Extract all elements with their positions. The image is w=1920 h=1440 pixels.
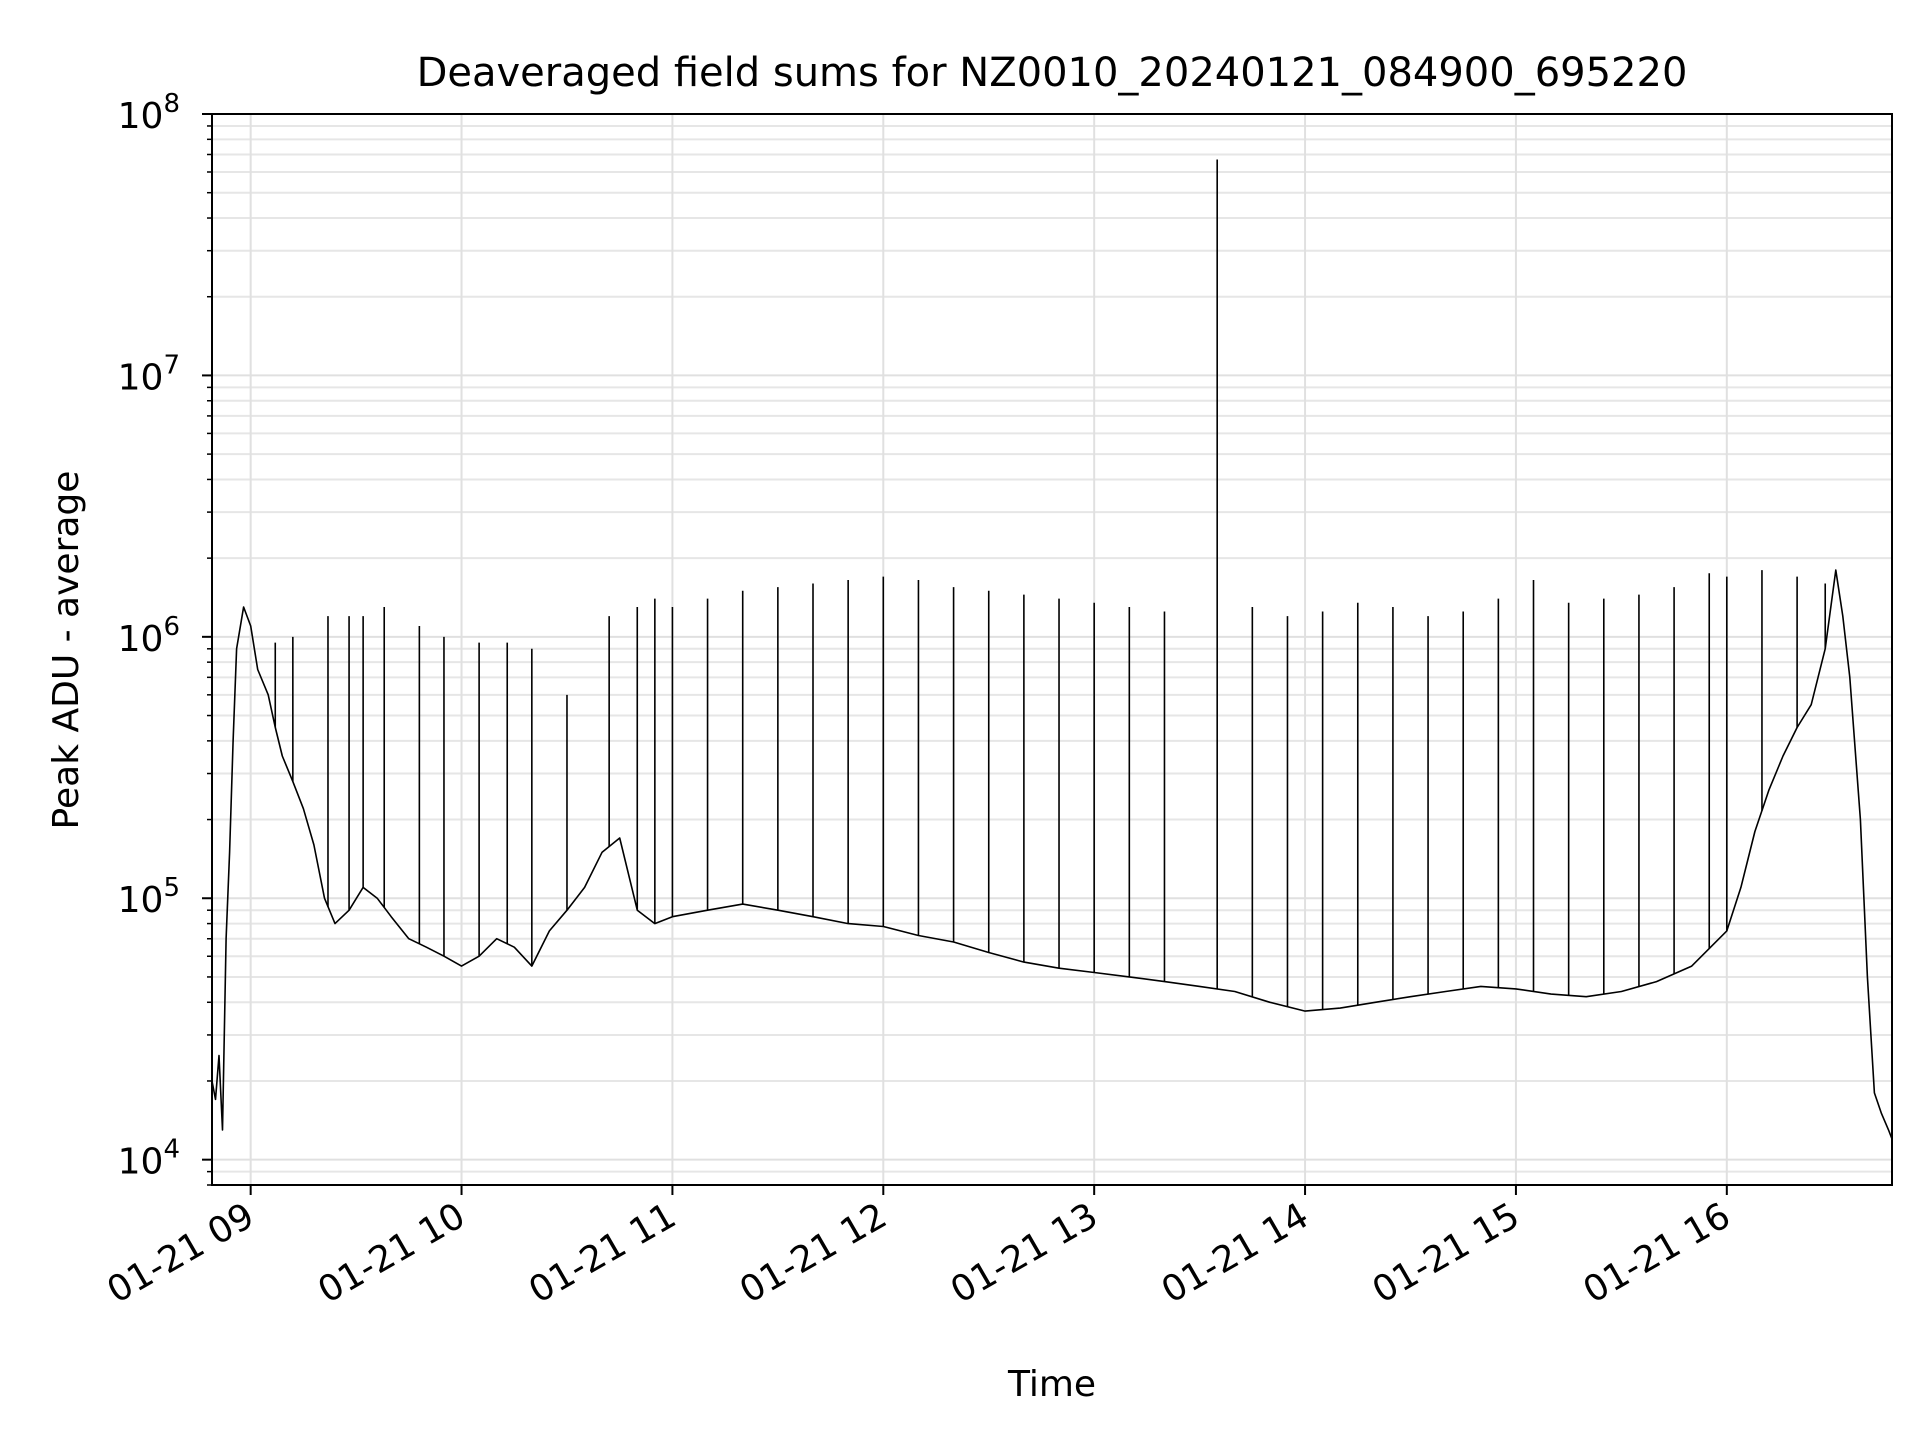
y-tick-label: 104 xyxy=(118,1135,180,1183)
y-tick-label: 105 xyxy=(118,873,180,921)
x-axis-label: Time xyxy=(1007,1364,1096,1405)
data-series xyxy=(211,159,1893,1140)
chart-title: Deaveraged field sums for NZ0010_2024012… xyxy=(417,50,1688,96)
y-tick-label: 108 xyxy=(118,89,180,137)
y-axis-ticks: 104 105 106 107 108 xyxy=(118,89,212,1186)
y-axis-label: Peak ADU - average xyxy=(46,471,87,830)
y-tick-label: 107 xyxy=(118,350,180,398)
y-tick-label: 106 xyxy=(118,612,180,660)
